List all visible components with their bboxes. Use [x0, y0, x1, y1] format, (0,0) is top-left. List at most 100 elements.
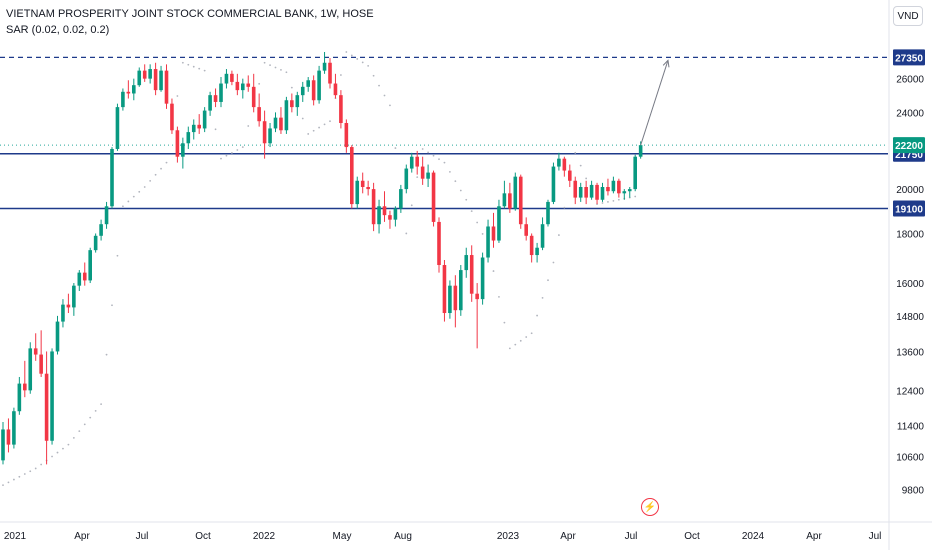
- candle-body: [88, 250, 92, 281]
- candle-body: [589, 184, 594, 198]
- candle-body: [262, 121, 267, 144]
- sar-dot: [78, 430, 81, 433]
- sar-dot: [280, 68, 282, 71]
- sar-dot: [94, 409, 97, 412]
- candle-body: [66, 304, 71, 308]
- candle-body: [142, 70, 147, 79]
- sar-dot: [378, 84, 380, 87]
- candle-body: [311, 80, 316, 101]
- current-price-badge: 22200: [895, 141, 923, 152]
- candle-body: [82, 272, 87, 281]
- candle-body: [404, 168, 409, 190]
- sar-dot: [350, 54, 353, 57]
- candle-body: [251, 86, 256, 108]
- sar-dot: [105, 353, 108, 356]
- candle-body: [6, 429, 11, 445]
- candle-body: [72, 285, 76, 308]
- sar-dot: [214, 128, 217, 131]
- candle-body: [295, 95, 300, 108]
- candle-body: [1, 429, 5, 461]
- sar-dot: [34, 467, 37, 470]
- sar-dot: [519, 339, 522, 342]
- sar-dot: [361, 61, 364, 64]
- indicator-label: SAR (0.02, 0.02, 0.2): [6, 24, 110, 36]
- sar-dot: [525, 336, 528, 338]
- sar-dot: [176, 95, 179, 97]
- candle-body: [213, 95, 218, 102]
- candle-body: [328, 62, 332, 84]
- sar-dot: [225, 154, 228, 157]
- sar-dot: [634, 195, 637, 198]
- candle-body: [546, 201, 550, 225]
- candle-body: [448, 285, 452, 314]
- candle-body: [502, 193, 507, 207]
- sar-dot: [356, 58, 359, 60]
- candle-body: [77, 272, 82, 286]
- sar-dot: [274, 66, 277, 69]
- sar-dot: [89, 416, 92, 419]
- y-tick-label: 12400: [896, 386, 924, 397]
- candle-body: [175, 130, 180, 157]
- y-tick-label: 18000: [896, 229, 924, 240]
- y-tick-label: 13600: [896, 347, 924, 358]
- sar-dot: [236, 149, 239, 151]
- flash-icon[interactable]: ⚡: [641, 498, 659, 516]
- currency-button[interactable]: VND: [893, 6, 923, 26]
- sar-dot: [530, 332, 533, 335]
- x-tick-label: Oct: [684, 531, 700, 542]
- sar-dot: [116, 254, 119, 257]
- x-tick-label: Jul: [869, 531, 882, 542]
- sar-dot: [149, 179, 152, 182]
- sar-dot: [454, 180, 457, 183]
- candle-body: [268, 128, 272, 144]
- sar-dot: [138, 190, 141, 193]
- candle-body: [562, 158, 567, 171]
- candle-body: [164, 70, 169, 104]
- candle-body: [317, 70, 321, 101]
- y-tick-label: 26000: [896, 75, 924, 86]
- sar-dot: [498, 295, 500, 298]
- sar-dot: [470, 210, 473, 213]
- sar-dot: [558, 234, 560, 236]
- candle-body: [55, 321, 60, 352]
- candle-body: [153, 69, 158, 91]
- candle-body: [322, 62, 327, 71]
- sar-dot: [127, 200, 130, 203]
- candle-body: [573, 180, 578, 198]
- candle-body: [230, 73, 234, 82]
- candle-body: [235, 81, 240, 91]
- candle-body: [557, 158, 561, 167]
- candle-body: [377, 206, 381, 225]
- sar-dot: [508, 347, 511, 350]
- sar-dot: [405, 232, 408, 235]
- sar-dot: [427, 151, 429, 154]
- candle-body: [355, 180, 360, 205]
- candle-body: [617, 180, 621, 194]
- sar-dot: [269, 64, 271, 67]
- x-tick-label: Apr: [806, 531, 822, 542]
- candle-body: [431, 172, 436, 222]
- candle-body: [186, 132, 191, 144]
- candle-body: [382, 206, 387, 216]
- sar-dot: [301, 117, 304, 120]
- candle-body: [121, 91, 125, 108]
- candle-body: [93, 235, 98, 251]
- candle-body: [393, 208, 398, 220]
- candle-body: [241, 83, 245, 91]
- candle-body: [513, 176, 518, 209]
- sar-dot: [2, 484, 4, 487]
- sar-dot: [438, 158, 440, 161]
- sar-dot: [29, 470, 32, 473]
- candle-body: [415, 156, 419, 167]
- sar-dot: [165, 161, 168, 164]
- sar-dot: [416, 176, 419, 179]
- y-tick-label: 16000: [896, 279, 924, 290]
- sar-dot: [62, 447, 64, 450]
- candle-body: [126, 91, 131, 94]
- candle-body: [279, 117, 283, 131]
- candle-body: [459, 270, 463, 311]
- candle-body: [50, 351, 54, 441]
- y-tick-label: 11400: [897, 422, 925, 433]
- y-tick-label: 9800: [902, 485, 925, 496]
